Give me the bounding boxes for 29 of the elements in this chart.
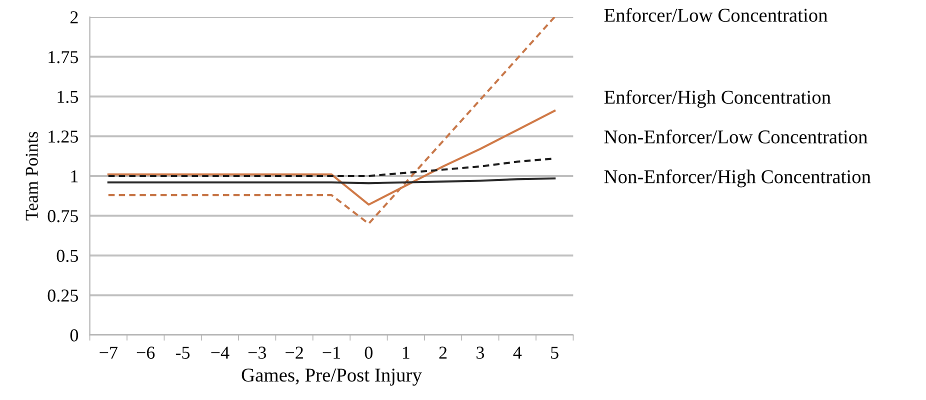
x-tick-label: −1 — [322, 346, 340, 359]
x-tick-label: −4 — [211, 346, 230, 359]
y-tick-label: 0.25 — [48, 290, 78, 302]
y-tick-label: 1.75 — [48, 51, 78, 64]
x-tick-label: −6 — [136, 346, 155, 359]
text: Enforcer/Low Concentration — [604, 8, 828, 22]
x-tick-label: -5 — [176, 346, 190, 359]
x-tick-label: 4 — [513, 346, 522, 359]
y-tick-label: 0.75 — [48, 210, 78, 222]
y-tick-label: 1 — [71, 170, 78, 182]
x-tick-label: −3 — [248, 346, 266, 359]
x-axis-title: Games, Pre/Post Injury — [242, 368, 422, 386]
text: Non-Enforcer/High Concentration — [604, 169, 871, 188]
y-tick-label: 0.5 — [56, 250, 78, 262]
y-axis-title: Team Points — [26, 132, 38, 220]
text: Non-Enforcer/Low Concentration — [604, 130, 868, 144]
y-tick-label: 1.5 — [58, 90, 78, 104]
x-tick-label: 0 — [364, 346, 373, 359]
line-series — [107, 17, 556, 225]
text: Enforcer/High Concentration — [604, 90, 831, 108]
x-tick-label: −7 — [100, 346, 118, 359]
y-tick-label: 2 — [70, 11, 78, 24]
x-tick-label: 1 — [402, 346, 410, 359]
x-tick-label: 2 — [439, 346, 447, 359]
x-tick-label: −2 — [286, 346, 303, 359]
y-tick-label: 0 — [70, 329, 78, 342]
x-tick-label: 3 — [476, 346, 484, 359]
x-tick-label: 5 — [551, 346, 558, 359]
y-tick-label: 1.25 — [48, 130, 78, 143]
